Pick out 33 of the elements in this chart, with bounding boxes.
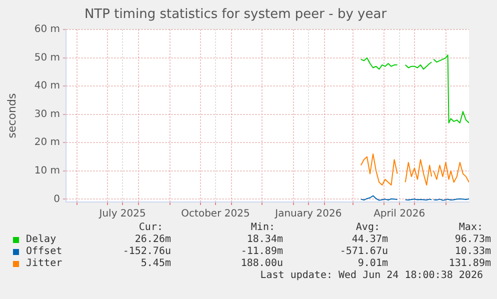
x-tick-label: October 2025 [181,208,250,220]
chart-title: NTP timing statistics for system peer - by year [84,7,388,22]
text: 5.45m [140,258,171,269]
text: Min: [250,222,275,233]
text: 9.01m [358,258,388,269]
legend-label: Delay [26,234,56,245]
x-tick-label: January 2026 [274,208,342,220]
text: Max: [458,222,483,233]
x-tick-label: April 2026 [374,208,426,220]
text: 96.73m [454,234,491,245]
text: -152.76u [122,246,171,257]
y-axis-title: seconds [5,93,18,138]
text: -571.67u [340,246,388,257]
y-tick-label: 50 m [34,52,60,64]
y-tick-label: 0 [54,194,60,205]
text: Last update: Wed Jun 24 18:00:38 2026 [260,270,483,281]
text: 26.26m [134,234,171,245]
text: 131.89m [448,258,491,269]
text: -11.89m [240,246,283,257]
legend-label: Jitter [26,258,62,269]
y-tick-label: 60 m [34,24,60,36]
y-tick-label: 30 m [34,108,60,120]
y-tick-label: 20 m [34,137,60,148]
text: 188.00u [240,258,283,269]
text: 44.37m [352,234,388,245]
text: Avg: [356,222,380,233]
text: 10.33m [454,246,491,257]
text: Cur: [138,222,163,233]
x-tick-label: July 2025 [98,208,146,220]
y-tick-label: 10 m [34,166,60,177]
text: 18.34m [246,234,283,245]
legend-label: Offset [26,246,62,257]
y-tick-label: 40 m [34,80,60,92]
